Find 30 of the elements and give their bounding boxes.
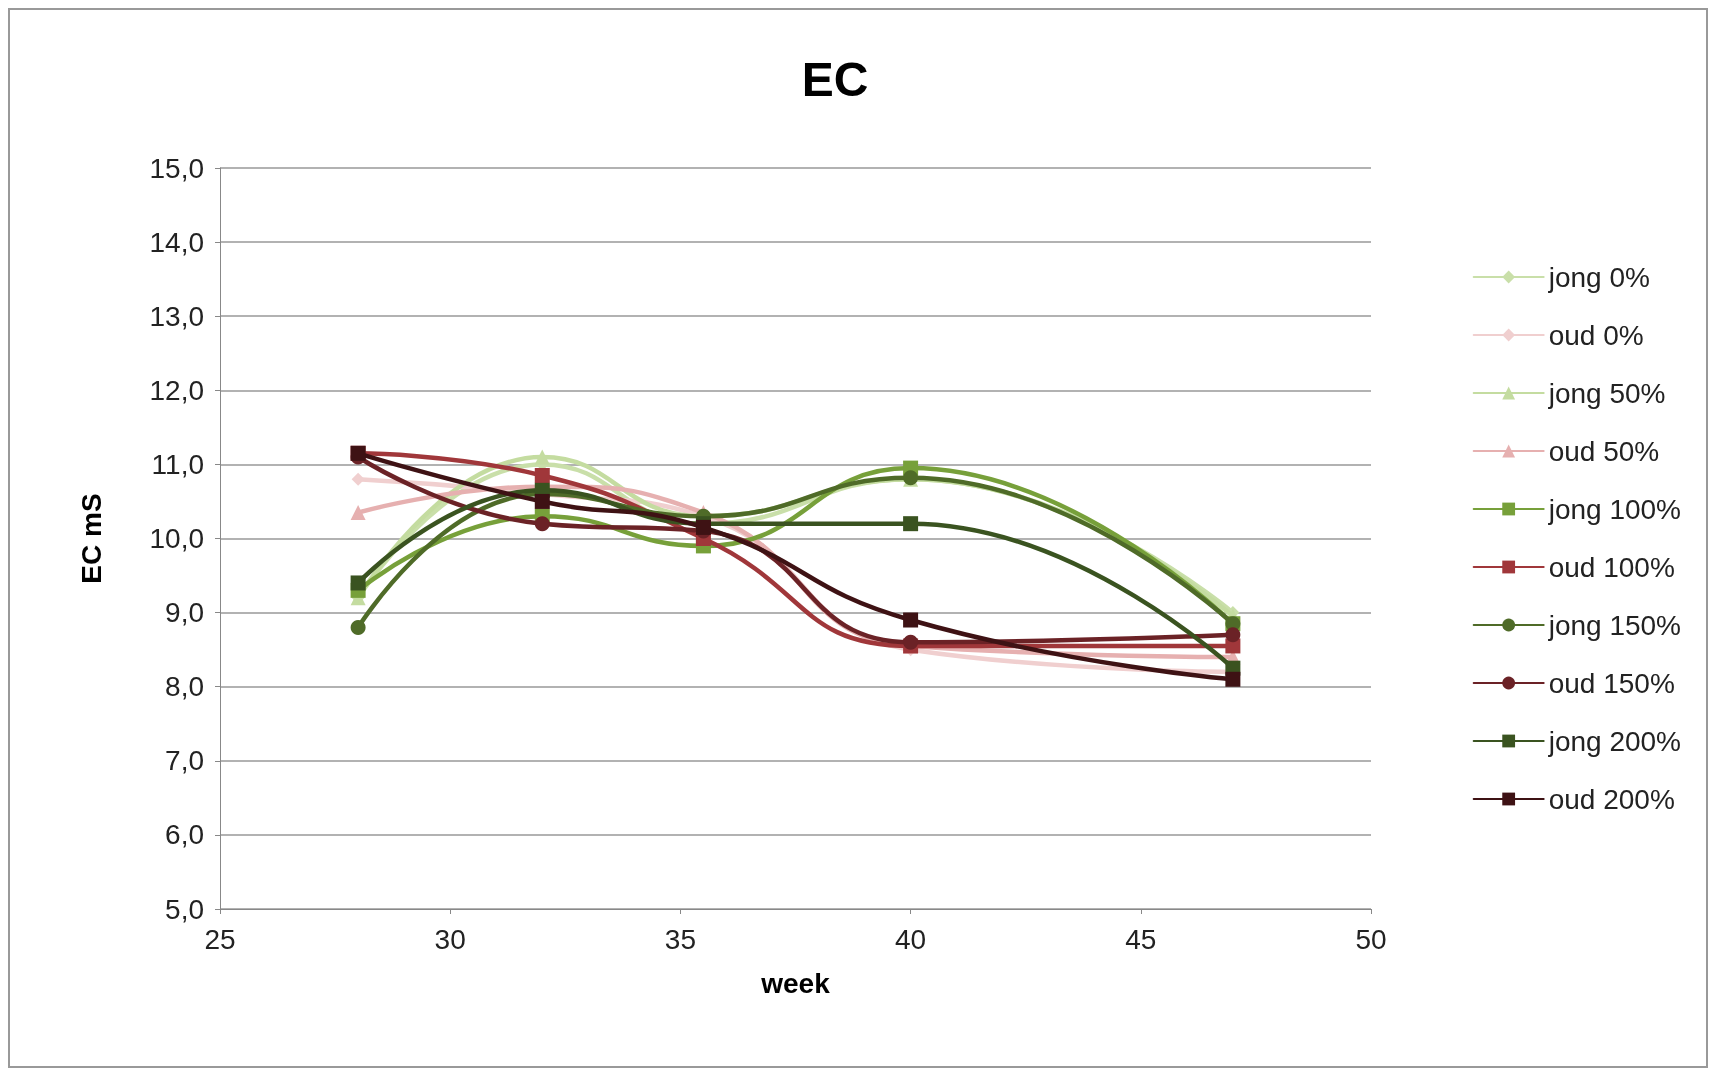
legend-label: jong 0%	[1547, 261, 1650, 293]
x-tick-label: 25	[204, 923, 236, 955]
y-tick-label: 11,0	[151, 448, 204, 480]
legend-label: oud 150%	[1548, 667, 1675, 699]
legend-label: oud 50%	[1548, 435, 1660, 467]
x-tick-label: 30	[434, 923, 466, 955]
legend-label: jong 50%	[1547, 377, 1666, 409]
y-tick-label: 5,0	[165, 893, 204, 925]
y-tick-label: 6,0	[165, 819, 204, 851]
legend-label: jong 200%	[1547, 725, 1682, 757]
x-tick-label: 40	[895, 923, 927, 955]
y-tick-label: 8,0	[165, 671, 204, 703]
y-tick-label: 15,0	[149, 152, 204, 184]
y-tick-label: 12,0	[149, 374, 204, 406]
x-axis-title: week	[760, 967, 831, 999]
chart-title: EC	[801, 52, 869, 106]
y-tick-label: 9,0	[165, 597, 204, 629]
legend-label: oud 200%	[1548, 783, 1675, 815]
x-tick-label: 35	[664, 923, 696, 955]
y-tick-label: 14,0	[149, 226, 204, 258]
y-tick-label: 7,0	[165, 745, 204, 777]
legend-label: jong 150%	[1547, 609, 1682, 641]
legend-label: oud 0%	[1548, 319, 1644, 351]
legend-label: oud 100%	[1548, 551, 1675, 583]
legend-label: jong 100%	[1547, 493, 1682, 525]
y-tick-label: 10,0	[149, 523, 204, 554]
y-tick-label: 13,0	[149, 300, 204, 332]
x-tick-label: 45	[1125, 923, 1157, 955]
y-axis-title: EC mS	[75, 493, 107, 584]
x-tick-label: 50	[1355, 923, 1387, 955]
